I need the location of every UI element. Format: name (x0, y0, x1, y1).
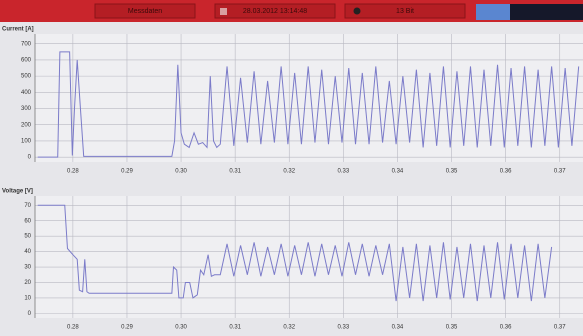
icon (220, 8, 227, 15)
y-tick-label: 600 (21, 58, 32, 64)
status-box[interactable] (476, 4, 510, 20)
y-tick-label: 400 (21, 90, 32, 96)
y-tick-label: 50 (24, 234, 31, 240)
x-tick-label: 0.28 (67, 169, 79, 175)
axis-title: Voltage [V] (2, 189, 33, 195)
screen: Messdaten 28.03.2012 13:14:48 13 Bit 010… (0, 0, 583, 336)
y-tick-label: 500 (21, 74, 32, 80)
plot-area (35, 196, 583, 318)
x-tick-label: 0.32 (283, 169, 295, 175)
y-tick-label: 30 (24, 265, 31, 271)
x-tick-label: 0.31 (229, 169, 241, 175)
y-tick-label: 300 (21, 106, 32, 112)
x-tick-label: 0.29 (121, 325, 133, 331)
y-tick-label: 100 (21, 139, 32, 145)
x-tick-label: 0.34 (392, 325, 404, 331)
x-tick-label: 0.31 (229, 325, 241, 331)
axis-title: Current [A] (2, 27, 34, 33)
x-tick-label: 0.28 (67, 325, 79, 331)
header-field: 28.03.2012 13:14:48 (243, 8, 307, 15)
x-tick-label: 0.29 (121, 169, 133, 175)
y-tick-label: 200 (21, 122, 32, 128)
x-tick-label: 0.33 (338, 325, 350, 331)
page: Messdaten 28.03.2012 13:14:48 13 Bit 010… (0, 0, 583, 336)
y-tick-label: 10 (24, 296, 31, 302)
y-tick-label: 20 (24, 280, 31, 286)
y-tick-label: 700 (21, 41, 32, 47)
status-box (510, 4, 583, 20)
x-tick-label: 0.36 (500, 169, 512, 175)
y-tick-label: 60 (24, 218, 31, 224)
x-tick-label: 0.37 (554, 325, 566, 331)
x-tick-label: 0.30 (175, 169, 187, 175)
x-tick-label: 0.37 (554, 169, 566, 175)
x-tick-label: 0.32 (283, 325, 295, 331)
x-tick-label: 0.35 (446, 325, 458, 331)
icon (354, 8, 361, 15)
x-tick-label: 0.33 (338, 169, 350, 175)
y-tick-label: 70 (24, 203, 31, 209)
x-tick-label: 0.34 (392, 169, 404, 175)
plot-area (35, 34, 583, 162)
header-field: Messdaten (128, 8, 162, 15)
y-tick-label: 40 (24, 249, 31, 255)
header-field: 13 Bit (396, 8, 414, 15)
x-tick-label: 0.36 (500, 325, 512, 331)
x-tick-label: 0.35 (446, 169, 458, 175)
x-tick-label: 0.30 (175, 325, 187, 331)
